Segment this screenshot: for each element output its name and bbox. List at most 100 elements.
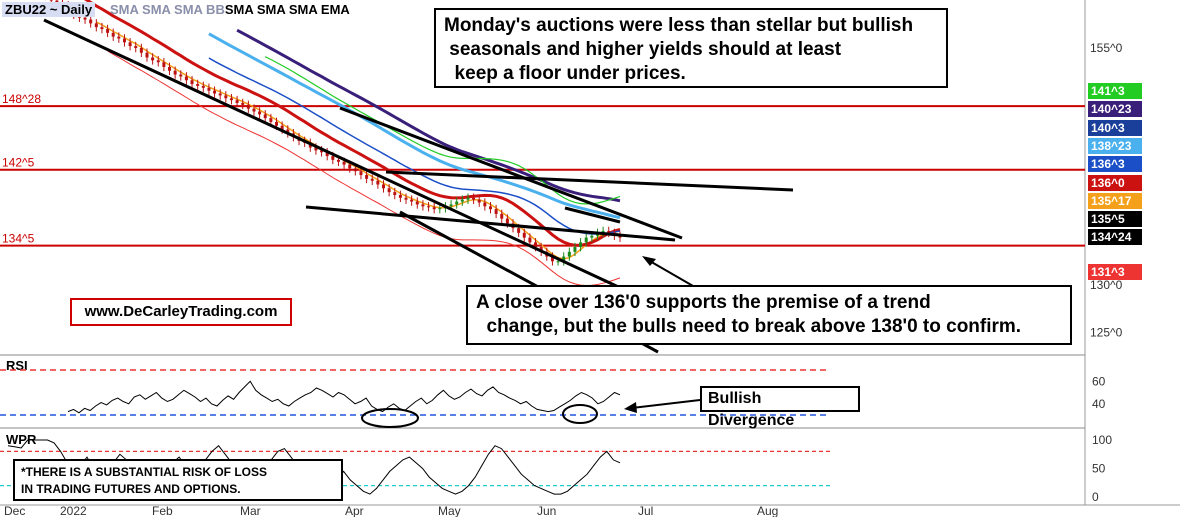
auction-commentary-line: seasonals and higher yields should at le… xyxy=(444,39,842,60)
candle-body xyxy=(528,237,532,243)
candle-body xyxy=(258,111,262,115)
price-tag: 136^0 xyxy=(1088,175,1142,191)
wpr-axis-tick-label: 100 xyxy=(1092,433,1112,447)
trend-change-commentary-box: A close over 136'0 supports the premise … xyxy=(466,285,1072,345)
candle-body xyxy=(472,197,476,200)
candle-body xyxy=(263,114,267,119)
auction-commentary-line: Monday's auctions were less than stellar… xyxy=(444,15,914,36)
price-tag: 135^5 xyxy=(1088,211,1142,227)
moving-average-line-blue xyxy=(208,57,621,235)
price-axis-tick-label: 155^0 xyxy=(1090,41,1123,55)
candle-body xyxy=(348,164,352,169)
candle-body xyxy=(359,171,363,176)
wpr-axis-tick-label: 0 xyxy=(1092,490,1099,504)
candle-body xyxy=(494,209,498,214)
price-axis-tick-label: 130^0 xyxy=(1090,278,1123,292)
candle-body xyxy=(83,17,87,20)
time-axis-tick-label: Mar xyxy=(240,504,261,517)
candle-body xyxy=(584,237,588,243)
trendline xyxy=(339,106,683,240)
time-axis-tick-label: May xyxy=(438,504,461,517)
price-level-label: 134^5 xyxy=(2,232,35,246)
candle-body xyxy=(139,48,143,53)
time-axis-tick-label: Apr xyxy=(345,504,364,517)
time-axis-tick-label: Feb xyxy=(152,504,173,517)
auction-commentary-box: Monday's auctions were less than stellar… xyxy=(434,8,948,88)
candle-body xyxy=(201,85,205,88)
candle-body xyxy=(94,23,98,28)
candle-body xyxy=(460,199,464,202)
candle-body xyxy=(455,201,459,205)
price-tag: 136^3 xyxy=(1088,156,1142,172)
candle-body xyxy=(269,118,273,122)
candle-body xyxy=(117,36,121,39)
price-axis-tick-label: 125^0 xyxy=(1090,325,1123,339)
candle-body xyxy=(590,235,594,238)
candle-body xyxy=(128,42,132,47)
candle-body xyxy=(618,235,622,238)
divergence-circle xyxy=(361,408,419,428)
trendline xyxy=(564,206,621,224)
candle-body xyxy=(162,62,166,67)
time-axis-tick-label: Dec xyxy=(4,504,25,517)
price-tag: 134^24 xyxy=(1088,229,1142,245)
candle-body xyxy=(505,218,509,224)
candle-body xyxy=(196,84,200,86)
candle-body xyxy=(342,161,346,165)
candle-body xyxy=(235,100,239,103)
risk-disclaimer-box: *THERE IS A SUBSTANTIAL RISK OF LOSS IN … xyxy=(13,459,343,501)
candle-body xyxy=(370,178,374,181)
price-level-label: 148^28 xyxy=(2,92,41,106)
candle-body xyxy=(106,29,110,33)
candle-body xyxy=(601,230,605,233)
price-tag: 141^3 xyxy=(1088,83,1142,99)
website-link[interactable]: www.DeCarleyTrading.com xyxy=(70,298,292,326)
rsi-axis-tick-label: 60 xyxy=(1092,374,1106,388)
indicator-legend: SMA SMA SMA BBSMA SMA SMA EMA xyxy=(110,2,350,17)
candle-body xyxy=(151,57,155,61)
candle-body xyxy=(488,206,492,210)
moving-average-line-red xyxy=(84,0,621,247)
candle-body xyxy=(567,251,571,257)
candle-body xyxy=(320,150,324,153)
candle-body xyxy=(280,125,284,130)
candle-body xyxy=(556,261,560,263)
divergence-arrow xyxy=(631,399,701,409)
price-tag: 140^3 xyxy=(1088,120,1142,136)
price-tag: 138^23 xyxy=(1088,138,1142,154)
candle-body xyxy=(483,202,487,207)
rsi-axis-tick-label: 40 xyxy=(1092,397,1106,411)
candle-body xyxy=(229,98,233,101)
divergence-circle xyxy=(562,404,598,424)
commentary-arrowhead xyxy=(642,256,656,266)
indicator-legend-main: SMA SMA SMA EMA xyxy=(224,2,350,17)
candle-body xyxy=(573,247,577,252)
auction-commentary-line: keep a floor under prices. xyxy=(444,63,686,84)
candle-body xyxy=(314,147,318,151)
candle-body xyxy=(387,188,391,193)
candle-body xyxy=(156,60,160,63)
candle-body xyxy=(331,156,335,160)
wpr-axis-tick-label: 50 xyxy=(1092,462,1106,476)
time-axis-tick-label: Jun xyxy=(537,504,556,517)
candle-body xyxy=(432,207,436,210)
moving-average-line-light-blue xyxy=(208,32,621,220)
risk-disclaimer-line: IN TRADING FUTURES AND OPTIONS. xyxy=(21,482,241,496)
bollinger-band-lower xyxy=(107,50,621,287)
rsi-line xyxy=(67,380,621,414)
candle-body xyxy=(134,46,138,48)
candle-body xyxy=(145,52,149,58)
candle-body xyxy=(404,197,408,200)
candle-body xyxy=(207,87,211,91)
price-tag: 140^23 xyxy=(1088,101,1142,117)
candle-body xyxy=(438,208,442,210)
price-level-label: 142^5 xyxy=(2,156,35,170)
trendline xyxy=(43,18,626,292)
candle-body xyxy=(184,76,188,81)
candle-body xyxy=(517,228,521,233)
candle-body xyxy=(336,159,340,162)
trendline xyxy=(385,170,794,192)
bollinger-band-upper xyxy=(264,56,621,205)
